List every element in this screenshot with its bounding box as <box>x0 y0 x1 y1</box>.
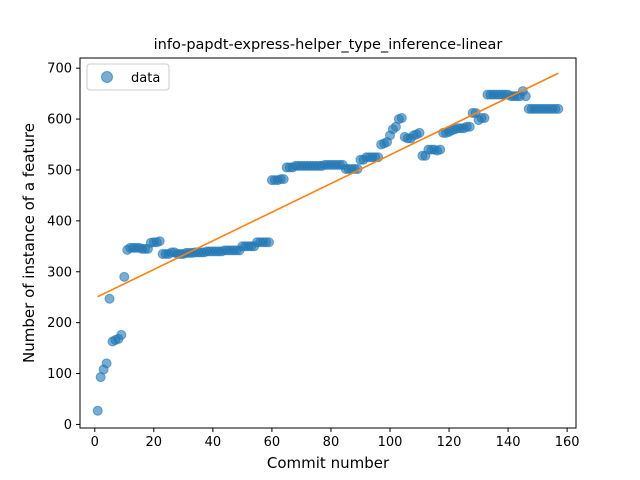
legend: data <box>87 64 169 90</box>
data-point <box>155 237 164 246</box>
data-point <box>397 114 406 123</box>
y-tick-label: 0 <box>64 418 72 433</box>
y-tick-label: 500 <box>47 163 72 178</box>
y-axis-title: Number of instance of a feature <box>20 123 38 363</box>
y-tick-label: 200 <box>47 316 72 331</box>
data-point <box>554 104 563 113</box>
fit-line <box>98 73 559 296</box>
data-point <box>415 128 424 137</box>
data-point <box>105 294 114 303</box>
data-point <box>521 92 530 101</box>
legend-label-data: data <box>131 71 160 86</box>
y-tick-label: 400 <box>47 214 72 229</box>
x-axis-title: Commit number <box>267 454 390 472</box>
x-tick-label: 60 <box>264 435 281 450</box>
x-axis: 0 20 40 60 80 100 120 140 160 <box>91 428 580 450</box>
data-point <box>117 330 126 339</box>
y-tick-label: 700 <box>47 62 72 77</box>
y-axis: 0 100 200 300 400 500 600 700 <box>47 62 80 433</box>
plot-area <box>93 73 563 415</box>
chart-title: info-papdt-express-helper_type_inference… <box>154 37 503 53</box>
data-point <box>465 122 474 131</box>
data-point <box>264 238 273 247</box>
x-tick-label: 140 <box>496 435 521 450</box>
data-point <box>480 114 489 123</box>
x-tick-label: 0 <box>91 435 99 450</box>
data-point <box>93 406 102 415</box>
x-tick-label: 160 <box>555 435 580 450</box>
legend-marker-data <box>102 72 113 83</box>
x-tick-label: 120 <box>437 435 462 450</box>
x-tick-label: 80 <box>323 435 340 450</box>
y-tick-label: 300 <box>47 265 72 280</box>
data-point <box>279 175 288 184</box>
data-point <box>120 272 129 281</box>
data-point <box>102 359 111 368</box>
y-tick-label: 100 <box>47 367 72 382</box>
x-tick-label: 100 <box>378 435 403 450</box>
data-point <box>436 145 445 154</box>
y-tick-label: 600 <box>47 113 72 128</box>
x-tick-label: 20 <box>146 435 163 450</box>
x-tick-label: 40 <box>205 435 222 450</box>
